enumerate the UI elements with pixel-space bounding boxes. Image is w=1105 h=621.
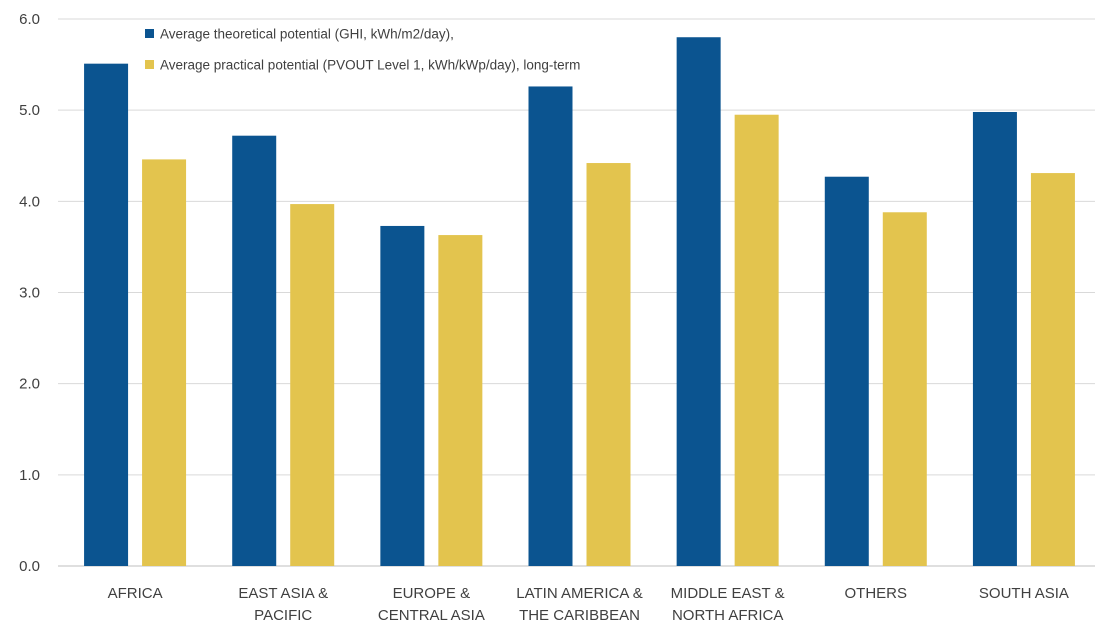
bar-practical-potential [882, 212, 927, 567]
bars [84, 37, 1075, 567]
y-tick-label: 2.0 [19, 376, 40, 393]
bar-theoretical-potential [824, 176, 869, 567]
bar-practical-potential [142, 159, 187, 566]
bar-practical-potential [1030, 173, 1075, 567]
x-category-label: MIDDLE EAST & [671, 585, 785, 602]
x-axis-labels: AFRICA EAST ASIA & PACIFIC EUROPE & CENTRAL … [108, 585, 1069, 621]
legend-swatch-practical [145, 60, 154, 69]
x-category-label: EAST ASIA & [238, 585, 328, 602]
legend-label-practical: Average practical potential (PVOUT Level… [160, 58, 580, 73]
bar-theoretical-potential [528, 86, 573, 567]
x-category-label: SOUTH ASIA [979, 585, 1069, 602]
y-tick-label: 6.0 [19, 11, 40, 28]
bar-practical-potential [586, 163, 631, 566]
x-category-label: CENTRAL ASIA [378, 607, 485, 621]
x-category-label: NORTH AFRICA [672, 607, 783, 621]
y-tick-label: 0.0 [19, 558, 40, 575]
y-tick-label: 3.0 [19, 285, 40, 302]
bar-practical-potential [290, 204, 335, 566]
bar-theoretical-potential [84, 63, 129, 567]
y-tick-label: 1.0 [19, 467, 40, 484]
x-category-label: PACIFIC [254, 607, 312, 621]
bar-theoretical-potential [972, 111, 1017, 567]
y-tick-label: 5.0 [19, 102, 40, 119]
legend-label-theoretical: Average theoretical potential (GHI, kWh/… [160, 27, 454, 42]
legend-swatch-theoretical [145, 29, 154, 38]
bar-theoretical-potential [380, 225, 425, 566]
bar-theoretical-potential [232, 135, 277, 566]
y-axis-ticks: 0.0 1.0 2.0 3.0 4.0 5.0 6.0 [19, 11, 40, 575]
bar-theoretical-potential [676, 37, 721, 566]
x-category-label: THE CARIBBEAN [519, 607, 640, 621]
bar-practical-potential [438, 235, 483, 566]
x-category-label: AFRICA [108, 585, 163, 602]
bar-practical-potential [734, 114, 779, 566]
y-tick-label: 4.0 [19, 193, 40, 210]
x-category-label: EUROPE & [393, 585, 471, 602]
gridlines [58, 18, 1095, 567]
legend: Average theoretical potential (GHI, kWh/… [145, 27, 580, 73]
x-category-label: OTHERS [845, 585, 908, 602]
x-category-label: LATIN AMERICA & [516, 585, 642, 602]
